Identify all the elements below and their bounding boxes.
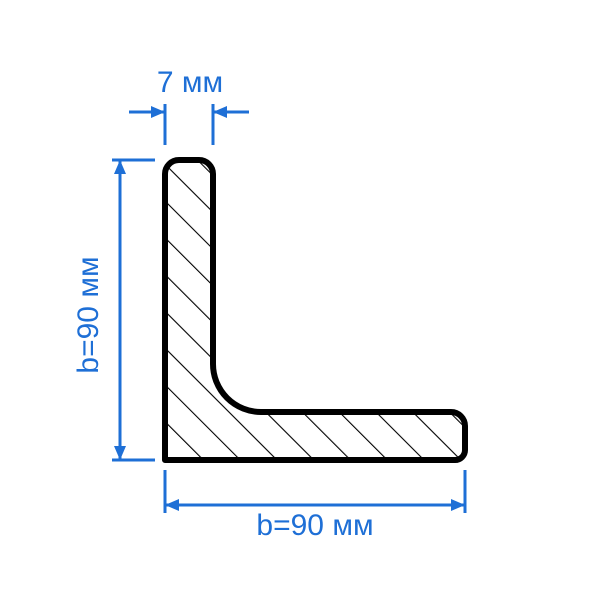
dimension-arrowhead (451, 499, 465, 511)
dimension-thickness-label: 7 мм (157, 66, 223, 99)
dimension-arrowhead (114, 160, 126, 174)
dimension-arrowhead (114, 446, 126, 460)
dimension-arrowhead (213, 106, 227, 118)
dimension-vertical-b-label: b=90 мм (72, 256, 105, 373)
dimension-arrowhead (151, 106, 165, 118)
dimension-horizontal-b: b=90 мм (165, 470, 465, 542)
dimension-vertical-b: b=90 мм (72, 160, 155, 460)
dimension-arrowhead (165, 499, 179, 511)
dimension-thickness: 7 мм (129, 66, 249, 145)
dimension-horizontal-b-label: b=90 мм (256, 509, 373, 542)
angle-profile (165, 160, 465, 460)
